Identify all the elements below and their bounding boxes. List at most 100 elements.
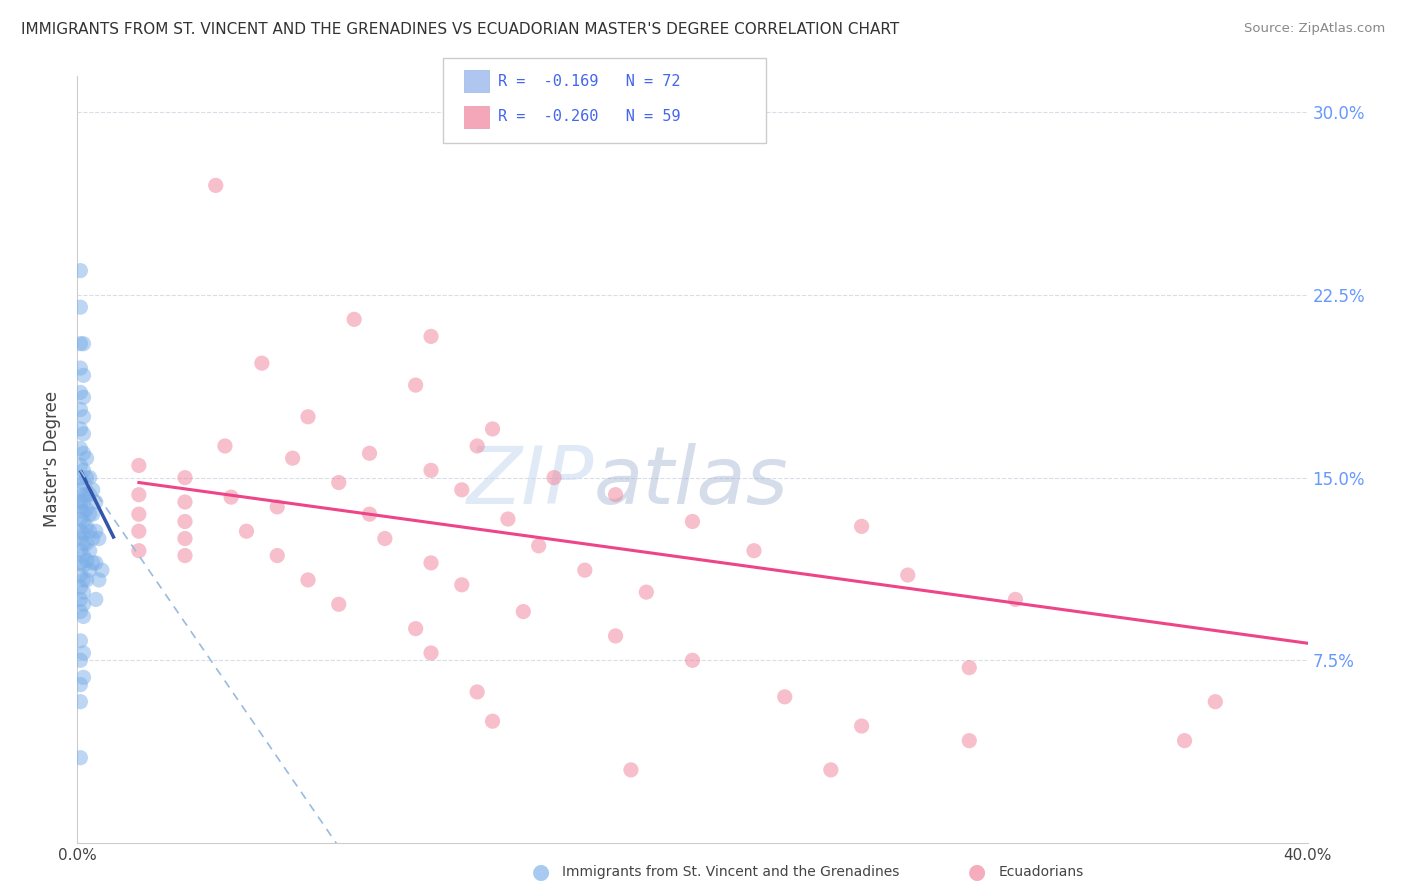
- Point: [359, 507, 381, 521]
- Point: [69, 336, 91, 351]
- Point: [72, 609, 94, 624]
- Point: [69, 361, 91, 376]
- Point: [69, 470, 91, 484]
- Point: [450, 578, 472, 592]
- Point: [69, 605, 91, 619]
- Text: ●: ●: [533, 863, 550, 882]
- Point: [174, 470, 197, 484]
- Point: [69, 695, 91, 709]
- Point: [72, 446, 94, 460]
- Point: [69, 524, 91, 539]
- Point: [128, 507, 150, 521]
- Point: [820, 763, 842, 777]
- Point: [1004, 592, 1026, 607]
- Point: [69, 568, 91, 582]
- Point: [72, 475, 94, 490]
- Text: atlas: atlas: [595, 443, 789, 522]
- Text: R =  -0.260   N = 59: R = -0.260 N = 59: [498, 110, 681, 124]
- Point: [851, 519, 873, 533]
- Point: [72, 368, 94, 383]
- Point: [69, 500, 91, 514]
- Point: [72, 390, 94, 404]
- Point: [82, 532, 104, 546]
- Point: [266, 549, 288, 563]
- Text: ●: ●: [969, 863, 986, 882]
- Point: [76, 553, 98, 567]
- Point: [69, 385, 91, 400]
- Point: [405, 378, 427, 392]
- Point: [87, 532, 110, 546]
- Point: [496, 512, 519, 526]
- Point: [72, 646, 94, 660]
- Point: [297, 573, 319, 587]
- Point: [250, 356, 273, 370]
- Point: [72, 597, 94, 611]
- Point: [82, 556, 104, 570]
- Point: [84, 524, 107, 539]
- Point: [90, 563, 114, 577]
- Point: [72, 526, 94, 541]
- Point: [79, 543, 101, 558]
- Point: [574, 563, 596, 577]
- Point: [281, 451, 304, 466]
- Point: [72, 488, 94, 502]
- Point: [1174, 733, 1197, 747]
- Point: [82, 507, 104, 521]
- Point: [481, 714, 503, 728]
- Point: [72, 558, 94, 573]
- Point: [79, 488, 101, 502]
- Point: [69, 532, 91, 546]
- Point: [620, 763, 643, 777]
- Point: [128, 458, 150, 473]
- Point: [69, 580, 91, 594]
- Point: [79, 470, 101, 484]
- Point: [84, 592, 107, 607]
- Text: Ecuadorians: Ecuadorians: [998, 865, 1084, 880]
- Text: ZIP: ZIP: [467, 443, 595, 522]
- Text: R =  -0.169   N = 72: R = -0.169 N = 72: [498, 74, 681, 88]
- Point: [742, 543, 765, 558]
- Point: [72, 336, 94, 351]
- Point: [128, 524, 150, 539]
- Point: [465, 685, 488, 699]
- Point: [174, 532, 197, 546]
- Point: [72, 573, 94, 587]
- Point: [69, 633, 91, 648]
- Point: [69, 556, 91, 570]
- Point: [128, 488, 150, 502]
- Point: [481, 422, 503, 436]
- Point: [72, 536, 94, 550]
- Point: [605, 629, 627, 643]
- Point: [76, 502, 98, 516]
- Point: [174, 549, 197, 563]
- Text: Source: ZipAtlas.com: Source: ZipAtlas.com: [1244, 22, 1385, 36]
- Point: [69, 592, 91, 607]
- Point: [343, 312, 366, 326]
- Point: [682, 515, 704, 529]
- Point: [174, 495, 197, 509]
- Text: Immigrants from St. Vincent and the Grenadines: Immigrants from St. Vincent and the Gren…: [562, 865, 900, 880]
- Point: [605, 488, 627, 502]
- Point: [72, 585, 94, 599]
- Point: [72, 505, 94, 519]
- Point: [636, 585, 658, 599]
- Point: [174, 515, 197, 529]
- Point: [82, 483, 104, 497]
- Point: [328, 475, 350, 490]
- Point: [84, 556, 107, 570]
- Point: [69, 512, 91, 526]
- Point: [543, 470, 565, 484]
- Point: [450, 483, 472, 497]
- Point: [219, 490, 242, 504]
- Point: [420, 646, 443, 660]
- Point: [214, 439, 236, 453]
- Point: [69, 300, 91, 314]
- Point: [76, 519, 98, 533]
- Point: [76, 451, 98, 466]
- Point: [851, 719, 873, 733]
- Point: [84, 495, 107, 509]
- Point: [76, 488, 98, 502]
- Point: [72, 409, 94, 424]
- Point: [682, 653, 704, 667]
- Point: [420, 463, 443, 477]
